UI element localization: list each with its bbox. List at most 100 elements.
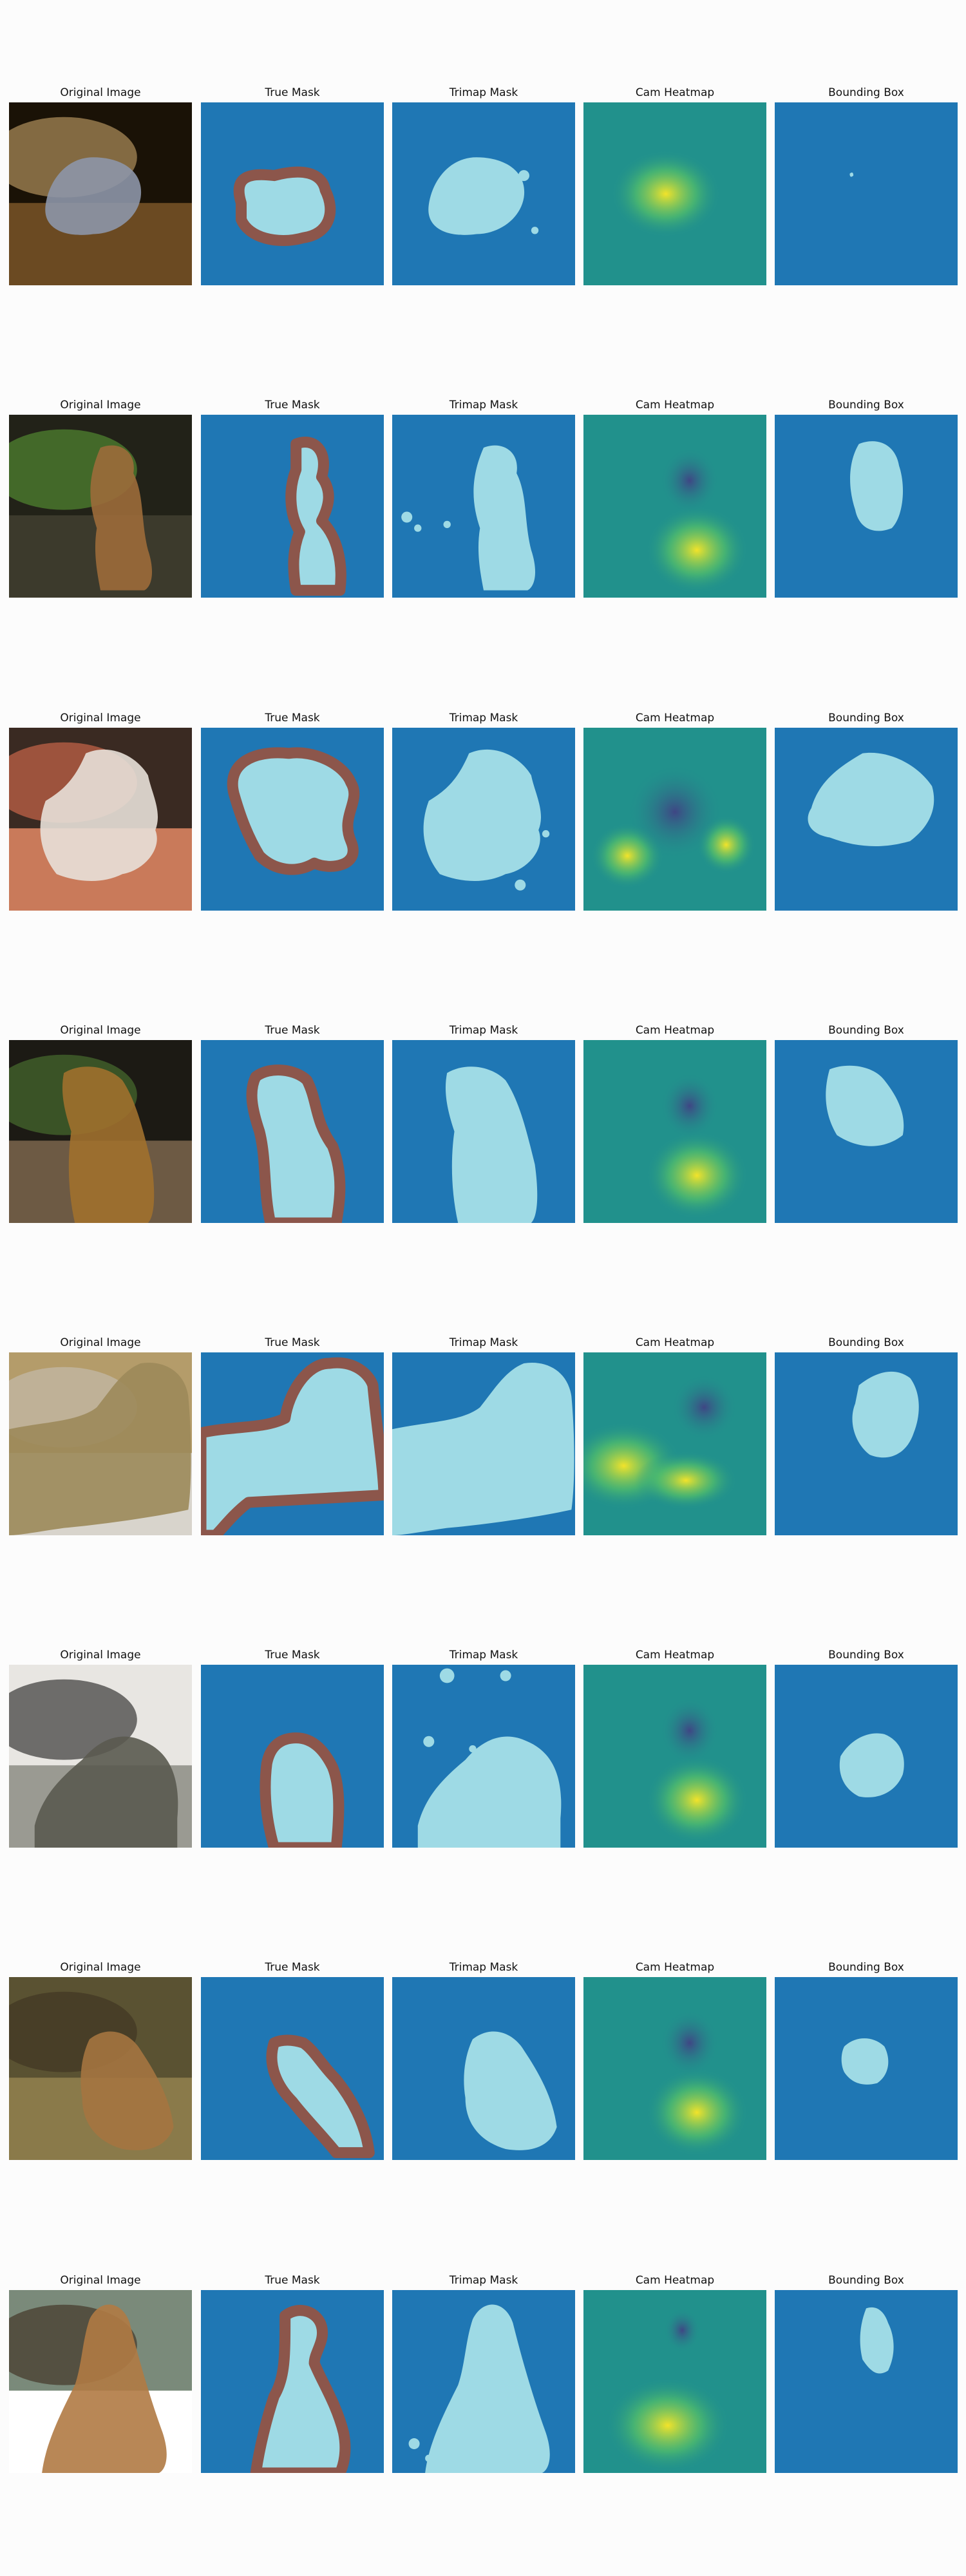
panel-title: Trimap Mask xyxy=(449,1961,518,1974)
panel-title: Cam Heatmap xyxy=(635,1649,715,1662)
original-image-panel: Original Image xyxy=(9,1336,192,1535)
panel-title: Original Image xyxy=(60,1336,141,1349)
figure-row: Original Image True Mask Trimap Mask Cam He… xyxy=(0,711,966,930)
bounding-box-panel: Bounding Box xyxy=(775,1648,958,1848)
original-image xyxy=(9,1665,192,1848)
bounding-box xyxy=(775,1977,958,2160)
panel-title: Trimap Mask xyxy=(449,86,518,99)
cam-heatmap xyxy=(583,1352,766,1535)
original-image xyxy=(9,728,192,911)
panel-title: Cam Heatmap xyxy=(635,1961,715,1974)
panel-title: True Mask xyxy=(265,86,320,99)
panel-title: True Mask xyxy=(265,399,320,412)
cam-heatmap-panel: Cam Heatmap xyxy=(583,398,766,598)
true-mask xyxy=(201,728,384,911)
trimap-mask-panel: Trimap Mask xyxy=(392,2273,575,2473)
panel-title: Bounding Box xyxy=(828,1961,904,1974)
original-image-panel: Original Image xyxy=(9,1648,192,1848)
original-image-panel: Original Image xyxy=(9,86,192,285)
figure-row: Original Image True Mask Trimap Mask Cam He… xyxy=(0,1336,966,1555)
panel-title: Cam Heatmap xyxy=(635,712,715,724)
figure-row: Original Image True Mask Trimap Mask Cam He… xyxy=(0,398,966,617)
panel-title: True Mask xyxy=(265,1024,320,1037)
panel-title: Original Image xyxy=(60,1649,141,1662)
true-mask-panel: True Mask xyxy=(201,1023,384,1223)
original-image xyxy=(9,102,192,285)
panel-title: Trimap Mask xyxy=(449,2274,518,2287)
true-mask xyxy=(201,1352,384,1535)
cam-heatmap xyxy=(583,1977,766,2160)
panel-title: Bounding Box xyxy=(828,1024,904,1037)
bounding-box-panel: Bounding Box xyxy=(775,2273,958,2473)
true-mask-panel: True Mask xyxy=(201,1648,384,1848)
panel-title: Cam Heatmap xyxy=(635,2274,715,2287)
panel-title: Trimap Mask xyxy=(449,399,518,412)
true-mask-panel: True Mask xyxy=(201,398,384,598)
cam-heatmap-panel: Cam Heatmap xyxy=(583,1648,766,1848)
cam-heatmap xyxy=(583,1040,766,1223)
cam-heatmap xyxy=(583,728,766,911)
cam-heatmap xyxy=(583,102,766,285)
trimap-mask-panel: Trimap Mask xyxy=(392,1960,575,2160)
cam-heatmap-panel: Cam Heatmap xyxy=(583,711,766,911)
cam-heatmap xyxy=(583,415,766,598)
panel-title: Cam Heatmap xyxy=(635,1336,715,1349)
cam-heatmap-panel: Cam Heatmap xyxy=(583,1960,766,2160)
figure-row: Original Image True Mask Trimap Mask Cam He… xyxy=(0,1648,966,1867)
true-mask xyxy=(201,2290,384,2473)
panel-title: Bounding Box xyxy=(828,1649,904,1662)
bounding-box-panel: Bounding Box xyxy=(775,1023,958,1223)
panel-title: True Mask xyxy=(265,712,320,724)
trimap-mask-panel: Trimap Mask xyxy=(392,86,575,285)
bounding-box xyxy=(775,102,958,285)
panel-title: True Mask xyxy=(265,1961,320,1974)
cam-heatmap xyxy=(583,1665,766,1848)
panel-title: True Mask xyxy=(265,2274,320,2287)
trimap-mask-panel: Trimap Mask xyxy=(392,1336,575,1535)
original-image xyxy=(9,415,192,598)
bounding-box-panel: Bounding Box xyxy=(775,1960,958,2160)
true-mask-panel: True Mask xyxy=(201,1960,384,2160)
figure-row: Original Image True Mask Trimap Mask Cam He… xyxy=(0,1023,966,1242)
true-mask-panel: True Mask xyxy=(201,2273,384,2473)
panel-title: Original Image xyxy=(60,86,141,99)
true-mask-panel: True Mask xyxy=(201,1336,384,1535)
bounding-box-panel: Bounding Box xyxy=(775,711,958,911)
panel-title: Bounding Box xyxy=(828,86,904,99)
panel-title: Bounding Box xyxy=(828,399,904,412)
bounding-box-panel: Bounding Box xyxy=(775,398,958,598)
cam-heatmap-panel: Cam Heatmap xyxy=(583,86,766,285)
panel-title: True Mask xyxy=(265,1336,320,1349)
cam-heatmap-panel: Cam Heatmap xyxy=(583,2273,766,2473)
bounding-box xyxy=(775,1040,958,1223)
cam-heatmap xyxy=(583,2290,766,2473)
panel-title: Bounding Box xyxy=(828,2274,904,2287)
trimap-mask-panel: Trimap Mask xyxy=(392,398,575,598)
trimap-mask xyxy=(392,1352,575,1535)
true-mask-panel: True Mask xyxy=(201,86,384,285)
panel-title: Original Image xyxy=(60,1961,141,1974)
trimap-mask xyxy=(392,1040,575,1223)
original-image xyxy=(9,2290,192,2473)
trimap-mask xyxy=(392,1977,575,2160)
trimap-mask-panel: Trimap Mask xyxy=(392,1648,575,1848)
panel-title: Trimap Mask xyxy=(449,1336,518,1349)
true-mask xyxy=(201,415,384,598)
panel-title: Original Image xyxy=(60,2274,141,2287)
original-image-panel: Original Image xyxy=(9,398,192,598)
original-image xyxy=(9,1040,192,1223)
true-mask xyxy=(201,1665,384,1848)
figure-row: Original Image True Mask Trimap Mask Cam He… xyxy=(0,86,966,305)
trimap-mask xyxy=(392,2290,575,2473)
bounding-box-panel: Bounding Box xyxy=(775,86,958,285)
figure-row: Original Image True Mask Trimap Mask Cam He… xyxy=(0,1960,966,2179)
cam-heatmap-panel: Cam Heatmap xyxy=(583,1336,766,1535)
true-mask xyxy=(201,1977,384,2160)
panel-title: Cam Heatmap xyxy=(635,1024,715,1037)
trimap-mask-panel: Trimap Mask xyxy=(392,1023,575,1223)
panel-title: Bounding Box xyxy=(828,712,904,724)
trimap-mask xyxy=(392,728,575,911)
panel-title: Cam Heatmap xyxy=(635,86,715,99)
panel-title: Original Image xyxy=(60,1024,141,1037)
original-image xyxy=(9,1352,192,1535)
